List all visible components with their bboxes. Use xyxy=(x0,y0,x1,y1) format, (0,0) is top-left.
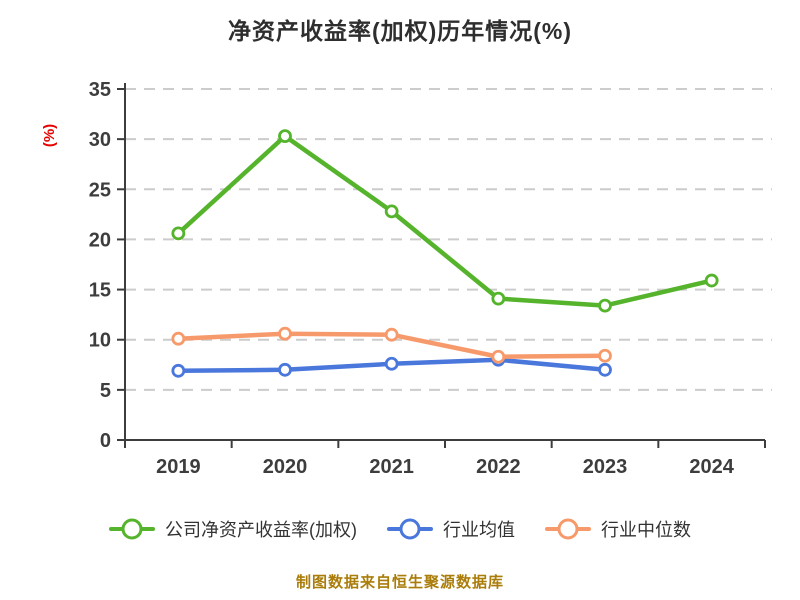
x-tick-label: 2023 xyxy=(583,456,628,478)
chart-title: 净资产收益率(加权)历年情况(%) xyxy=(227,18,573,44)
x-tick-label: 2020 xyxy=(263,456,308,478)
legend-line-industry-median xyxy=(545,518,591,540)
data-point xyxy=(171,363,186,378)
data-point xyxy=(598,298,612,313)
x-tick-label: 2024 xyxy=(689,456,734,478)
legend-line-company xyxy=(109,518,155,540)
data-point xyxy=(278,326,292,341)
legend-marker-circle-icon xyxy=(557,518,579,540)
legend-item-industry-median: 行业中位数 xyxy=(545,516,691,542)
legend-line-industry-mean xyxy=(387,518,433,540)
legend-marker-circle-icon xyxy=(121,518,143,540)
data-point xyxy=(704,273,719,288)
data-point xyxy=(491,291,506,306)
series-line xyxy=(176,133,714,308)
data-point xyxy=(278,129,292,144)
x-tick-label: 2021 xyxy=(369,456,414,478)
y-tick-label: 5 xyxy=(100,380,111,402)
y-tick-label: 25 xyxy=(89,179,111,201)
data-point xyxy=(384,356,399,371)
y-tick-label: 20 xyxy=(89,229,111,251)
data-point xyxy=(491,349,506,364)
y-tick-label: 30 xyxy=(89,129,111,151)
legend-label-industry-median: 行业中位数 xyxy=(601,520,691,540)
y-tick-label: 15 xyxy=(89,280,111,302)
y-tick-label: 10 xyxy=(89,330,111,352)
legend-label-industry-mean: 行业均值 xyxy=(443,520,515,540)
data-source-note: 制图数据来自恒生聚源数据库 xyxy=(295,574,504,591)
data-point xyxy=(598,348,612,363)
data-point xyxy=(384,204,399,219)
y-tick-label: 0 xyxy=(100,430,111,452)
x-tick-label: 2022 xyxy=(476,456,521,478)
data-point xyxy=(171,331,186,346)
data-point xyxy=(171,226,186,241)
y-tick-label: 35 xyxy=(89,79,111,101)
data-point xyxy=(598,362,612,377)
legend-item-industry-mean: 行业均值 xyxy=(387,516,515,542)
x-tick-label: 2019 xyxy=(156,456,201,478)
plot-area: 0 5 10 15 20 25 30 35 2019 2020 2021 2022 2023 2024 xyxy=(89,79,772,478)
data-point xyxy=(384,327,399,342)
legend-label-company: 公司净资产收益率(加权) xyxy=(165,520,357,540)
data-point xyxy=(278,362,292,377)
legend: 公司净资产收益率(加权) 行业均值 行业中位数 xyxy=(0,516,800,542)
legend-marker-circle-icon xyxy=(399,518,421,540)
legend-item-company: 公司净资产收益率(加权) xyxy=(109,516,357,542)
